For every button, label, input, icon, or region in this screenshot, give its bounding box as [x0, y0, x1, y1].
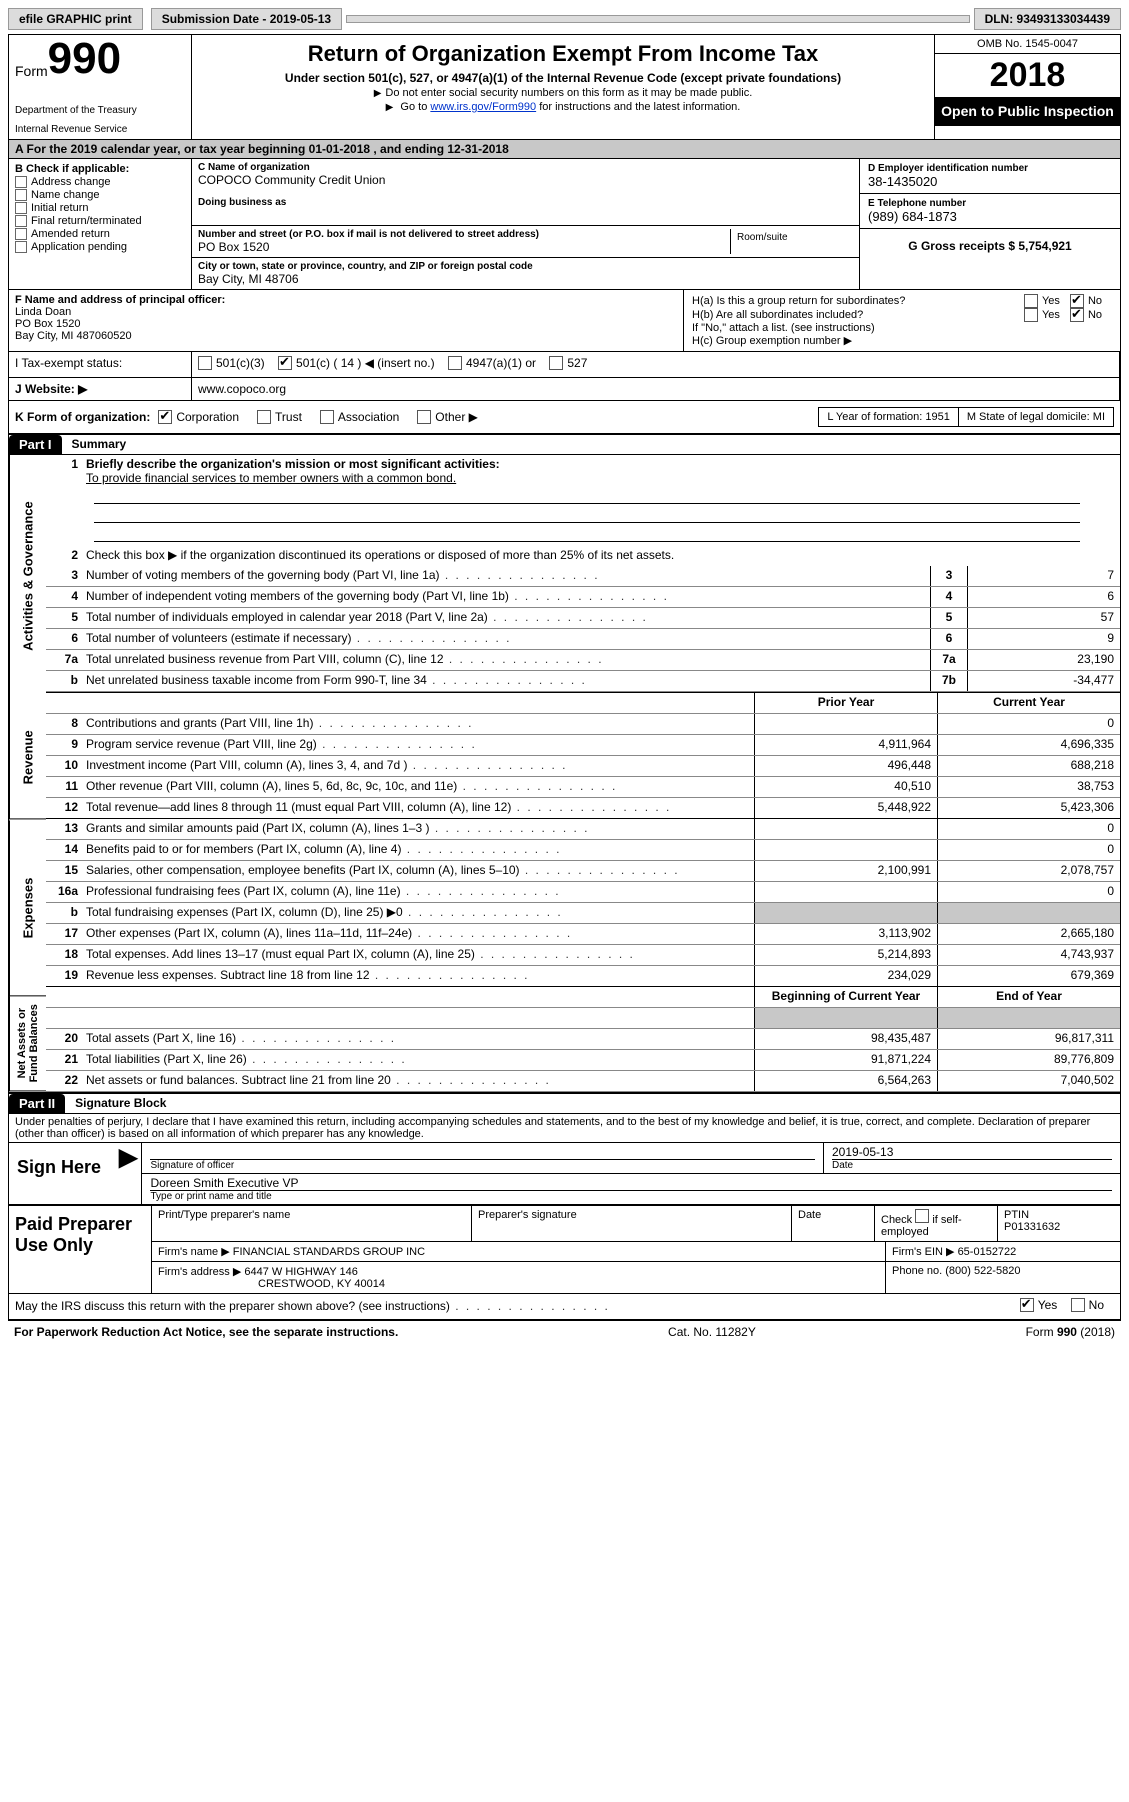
submission-date: Submission Date - 2019-05-13: [151, 8, 342, 30]
chk-assoc[interactable]: [320, 410, 334, 424]
chk-trust[interactable]: [257, 410, 271, 424]
website-value: www.copoco.org: [192, 378, 1120, 400]
chk-self-employed[interactable]: [915, 1209, 929, 1223]
firm-phone: (800) 522-5820: [945, 1265, 1020, 1277]
officer-name: Linda Doan: [15, 306, 677, 318]
hb-label: H(b) Are all subordinates included?: [692, 309, 1024, 321]
telephone-label: E Telephone number: [868, 198, 1112, 209]
room-suite-label: Room/suite: [730, 229, 853, 254]
tab-activities: Activities & Governance: [9, 455, 46, 698]
col-b-checkboxes: B Check if applicable: Address change Na…: [9, 159, 192, 289]
efile-button[interactable]: efile GRAPHIC print: [8, 8, 143, 30]
officer-label: F Name and address of principal officer:: [15, 294, 677, 306]
cat-no: Cat. No. 11282Y: [398, 1325, 1025, 1339]
addr-label: Number and street (or P.O. box if mail i…: [198, 229, 730, 240]
street-address: PO Box 1520: [198, 240, 730, 254]
section-a-period: A For the 2019 calendar year, or tax yea…: [9, 139, 1120, 159]
firm-ein: 65-0152722: [958, 1246, 1017, 1258]
ha-label: H(a) Is this a group return for subordin…: [692, 295, 1024, 307]
hb-yes[interactable]: [1024, 308, 1038, 322]
ein-value: 38-1435020: [868, 174, 1112, 189]
discuss-question: May the IRS discuss this return with the…: [15, 1299, 610, 1313]
sign-date-label: Date: [832, 1159, 1112, 1171]
chk-name-change[interactable]: [15, 189, 27, 201]
name-label: C Name of organization: [198, 162, 853, 173]
tab-revenue: Revenue: [9, 697, 46, 819]
tax-year: 2018: [935, 54, 1120, 97]
irs-link[interactable]: www.irs.gov/Form990: [430, 101, 536, 113]
city-state-zip: Bay City, MI 48706: [198, 272, 853, 286]
firm-name: FINANCIAL STANDARDS GROUP INC: [233, 1246, 425, 1258]
state-domicile: M State of legal domicile: MI: [958, 407, 1114, 427]
prep-sig-header: Preparer's signature: [472, 1206, 792, 1241]
officer-signed-name: Doreen Smith Executive VP: [150, 1176, 1112, 1190]
chk-amended-return[interactable]: [15, 228, 27, 240]
city-label: City or town, state or province, country…: [198, 261, 853, 272]
officer-addr2: Bay City, MI 487060520: [15, 330, 677, 342]
firm-addr2: CRESTWOOD, KY 40014: [158, 1278, 879, 1290]
perjury-statement: Under penalties of perjury, I declare th…: [9, 1114, 1120, 1142]
tab-expenses: Expenses: [9, 820, 46, 996]
discuss-no[interactable]: [1071, 1298, 1085, 1312]
sign-arrow-icon: ▶: [115, 1143, 141, 1204]
form-number: 990: [48, 39, 121, 79]
form-footer: Form 990 (2018): [1026, 1325, 1115, 1339]
dept-irs: Internal Revenue Service: [15, 124, 185, 135]
ha-yes[interactable]: [1024, 294, 1038, 308]
chk-address-change[interactable]: [15, 176, 27, 188]
instructions-line: Go to www.irs.gov/Form990 for instructio…: [200, 101, 926, 113]
part2-title: Signature Block: [65, 1094, 176, 1112]
chk-501c[interactable]: [278, 356, 292, 370]
chk-corp[interactable]: [158, 410, 172, 424]
hb-no[interactable]: [1070, 308, 1084, 322]
form-title: Return of Organization Exempt From Incom…: [200, 41, 926, 67]
org-name: COPOCO Community Credit Union: [198, 173, 853, 187]
chk-527[interactable]: [549, 356, 563, 370]
year-formation: L Year of formation: 1951: [818, 407, 958, 427]
year-block: OMB No. 1545-0047 2018 Open to Public In…: [935, 35, 1120, 139]
signature-label: Signature of officer: [150, 1159, 815, 1171]
form-word: Form: [15, 63, 48, 79]
gross-receipts: G Gross receipts $ 5,754,921: [860, 229, 1120, 257]
form-title-block: Return of Organization Exempt From Incom…: [192, 35, 935, 139]
chk-initial-return[interactable]: [15, 202, 27, 214]
firm-addr1: 6447 W HIGHWAY 146: [244, 1266, 358, 1278]
ein-label: D Employer identification number: [868, 163, 1112, 174]
paid-preparer-label: Paid Preparer Use Only: [9, 1206, 151, 1293]
ssn-warning: Do not enter social security numbers on …: [200, 87, 926, 99]
paperwork-notice: For Paperwork Reduction Act Notice, see …: [14, 1325, 398, 1339]
part1-tag: Part I: [9, 435, 62, 454]
chk-other[interactable]: [417, 410, 431, 424]
tab-netassets: Net Assets or Fund Balances: [9, 996, 46, 1091]
chk-final-return[interactable]: [15, 215, 27, 227]
prep-name-header: Print/Type preparer's name: [152, 1206, 472, 1241]
telephone-value: (989) 684-1873: [868, 209, 1112, 224]
prep-date-header: Date: [792, 1206, 875, 1241]
omb-number: OMB No. 1545-0047: [935, 35, 1120, 54]
part1-title: Summary: [62, 435, 137, 453]
dln: DLN: 93493133034439: [974, 8, 1121, 30]
open-to-public: Open to Public Inspection: [935, 97, 1120, 126]
ptin-value: P01331632: [1004, 1221, 1114, 1233]
dba-label: Doing business as: [198, 197, 853, 208]
chk-application-pending[interactable]: [15, 241, 27, 253]
sign-here-label: Sign Here: [9, 1143, 115, 1204]
officer-addr1: PO Box 1520: [15, 318, 677, 330]
hb-note: If "No," attach a list. (see instruction…: [692, 322, 1112, 334]
chk-4947[interactable]: [448, 356, 462, 370]
dept-treasury: Department of the Treasury: [15, 105, 185, 116]
form-subtitle: Under section 501(c), 527, or 4947(a)(1)…: [200, 71, 926, 85]
form-id-block: Form 990 Department of the Treasury Inte…: [9, 35, 192, 139]
spacer-bar: [346, 15, 969, 23]
officer-name-label: Type or print name and title: [150, 1190, 1112, 1202]
i-label: I Tax-exempt status:: [9, 352, 192, 377]
k-label: K Form of organization:: [15, 410, 150, 424]
part2-tag: Part II: [9, 1094, 65, 1113]
sign-date-value: 2019-05-13: [832, 1145, 1112, 1159]
hc-label: H(c) Group exemption number ▶: [692, 334, 1112, 347]
discuss-yes[interactable]: [1020, 1298, 1034, 1312]
chk-501c3[interactable]: [198, 356, 212, 370]
j-label: J Website: ▶: [9, 378, 192, 400]
